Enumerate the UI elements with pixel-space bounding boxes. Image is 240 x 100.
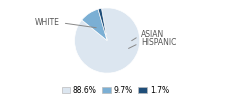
Wedge shape [75,8,140,73]
Wedge shape [82,9,107,40]
Legend: 88.6%, 9.7%, 1.7%: 88.6%, 9.7%, 1.7% [59,82,172,98]
Text: ASIAN: ASIAN [132,30,165,41]
Wedge shape [98,8,107,40]
Text: HISPANIC: HISPANIC [129,38,177,48]
Text: WHITE: WHITE [35,18,96,28]
